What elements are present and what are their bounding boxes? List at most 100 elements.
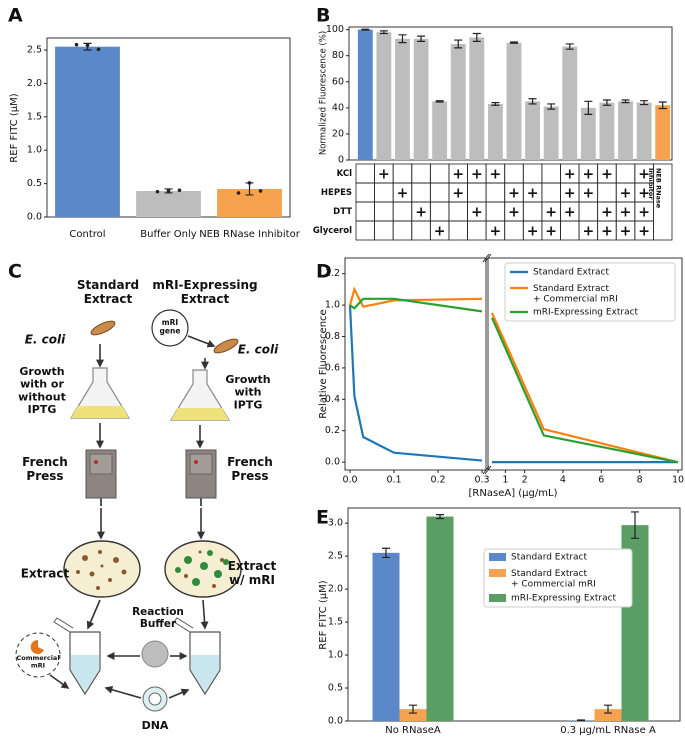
table-cell — [467, 182, 487, 203]
error-bar — [436, 513, 444, 520]
y-tick-label: 2.5 — [27, 45, 42, 56]
table-mark: + — [490, 167, 502, 183]
error-bar — [510, 41, 518, 44]
panel-letter: E — [316, 507, 329, 529]
table-mark: + — [508, 205, 520, 221]
table-mark: + — [490, 224, 502, 240]
step-label: Growth with or without IPTG — [18, 365, 66, 416]
table-cell — [411, 182, 431, 203]
legend-swatch — [489, 553, 506, 561]
table-mark: + — [452, 186, 464, 202]
bar — [636, 102, 652, 160]
bar — [599, 102, 615, 160]
table-cell — [429, 163, 450, 184]
table-mark: + — [601, 224, 613, 240]
error-bar — [602, 99, 611, 106]
y-tick-label: 0.5 — [328, 683, 343, 694]
table-cell — [653, 163, 673, 241]
error-bar — [361, 28, 370, 31]
error-bar — [547, 103, 556, 110]
x-tick-label: Buffer Only — [140, 229, 197, 240]
error-bar — [631, 511, 639, 539]
table-mark: + — [638, 224, 650, 240]
table-cell — [522, 201, 543, 222]
bar — [399, 709, 427, 721]
commercial-label: Commercial mRI — [16, 654, 59, 669]
bar — [426, 516, 454, 721]
table-cell — [392, 201, 413, 222]
y-axis-label: Normalized Fluorescence (%) — [319, 31, 329, 155]
row-label: KCl — [337, 169, 352, 179]
legend-label: Standard Extract — [511, 553, 588, 563]
table-cell — [522, 163, 543, 184]
x-tick-label: 0.1 — [386, 475, 401, 486]
table-mark: + — [527, 186, 539, 202]
error-bar — [382, 547, 390, 559]
table-cell — [355, 182, 375, 203]
dna-label: DNA — [142, 719, 169, 732]
table-mark: + — [434, 224, 446, 240]
table-cell — [560, 220, 580, 241]
table-mark: + — [378, 167, 390, 183]
y-tick-label: 1.5 — [27, 111, 42, 122]
organism-label: E. coli — [238, 343, 279, 357]
table-cell — [374, 201, 394, 222]
data-point — [247, 181, 252, 185]
table-mark: + — [415, 205, 427, 221]
axes-frame — [487, 257, 683, 471]
error-bar — [409, 704, 417, 714]
y-tick-label: 2.5 — [328, 551, 343, 562]
y-axis-label: Relative Fluorescence — [318, 309, 329, 418]
axes-frame — [344, 257, 487, 471]
y-tick-label: 0.6 — [325, 362, 340, 373]
y-tick-label: 3.0 — [328, 518, 343, 529]
error-bar — [379, 30, 388, 35]
bacterium-icon — [90, 320, 116, 336]
x-tick-label: Control — [69, 229, 105, 240]
table-cell — [615, 163, 636, 184]
error-bar — [417, 35, 426, 42]
y-tick-label: 1.2 — [325, 268, 340, 279]
x-tick-label: 0.2 — [430, 475, 445, 486]
y-tick-label: 80 — [332, 50, 344, 61]
bacterium-icon — [213, 338, 239, 354]
y-tick-label: 0.2 — [325, 425, 340, 436]
bar — [357, 29, 373, 160]
y-tick-label: 0.0 — [27, 212, 42, 223]
data-point — [85, 43, 90, 48]
buffer-label: Reaction Buffer — [132, 606, 184, 630]
table-mark: + — [397, 186, 409, 202]
column-title: Standard Extract — [77, 278, 139, 306]
y-tick-label: 2.0 — [27, 78, 42, 89]
arrow — [168, 688, 190, 699]
table-mark: + — [508, 186, 520, 202]
bar — [432, 101, 448, 160]
bar — [506, 42, 522, 160]
arrow — [200, 599, 209, 630]
bar — [543, 106, 559, 160]
legend-box — [483, 548, 633, 608]
y-axis-label: REF FITC (μM) — [318, 580, 329, 649]
data-point — [96, 47, 101, 52]
bar — [413, 38, 429, 161]
x-tick-label: 0.0 — [342, 475, 357, 486]
data-point — [236, 191, 241, 195]
error-bar — [621, 99, 630, 104]
legend-label: mRI-Expressing Extract — [511, 594, 617, 604]
x-tick-label: 10 — [672, 475, 684, 486]
table-cell — [467, 220, 487, 241]
table-mark: + — [601, 205, 613, 221]
table-cell — [392, 163, 413, 184]
table-cell — [485, 201, 506, 222]
table-mark: + — [564, 186, 576, 202]
legend-label: Standard Extract + Commercial mRI — [511, 569, 596, 589]
table-cell — [429, 182, 450, 203]
table-cell — [541, 182, 561, 203]
y-tick-label: 2.0 — [328, 584, 343, 595]
legend-label: mRI-Expressing Extract — [533, 308, 639, 318]
row-label: Glycerol — [313, 226, 352, 236]
y-tick-label: 0.5 — [27, 178, 42, 189]
table-cell — [504, 220, 524, 241]
legend-label: Standard Extract + Commercial mRI — [533, 284, 618, 304]
